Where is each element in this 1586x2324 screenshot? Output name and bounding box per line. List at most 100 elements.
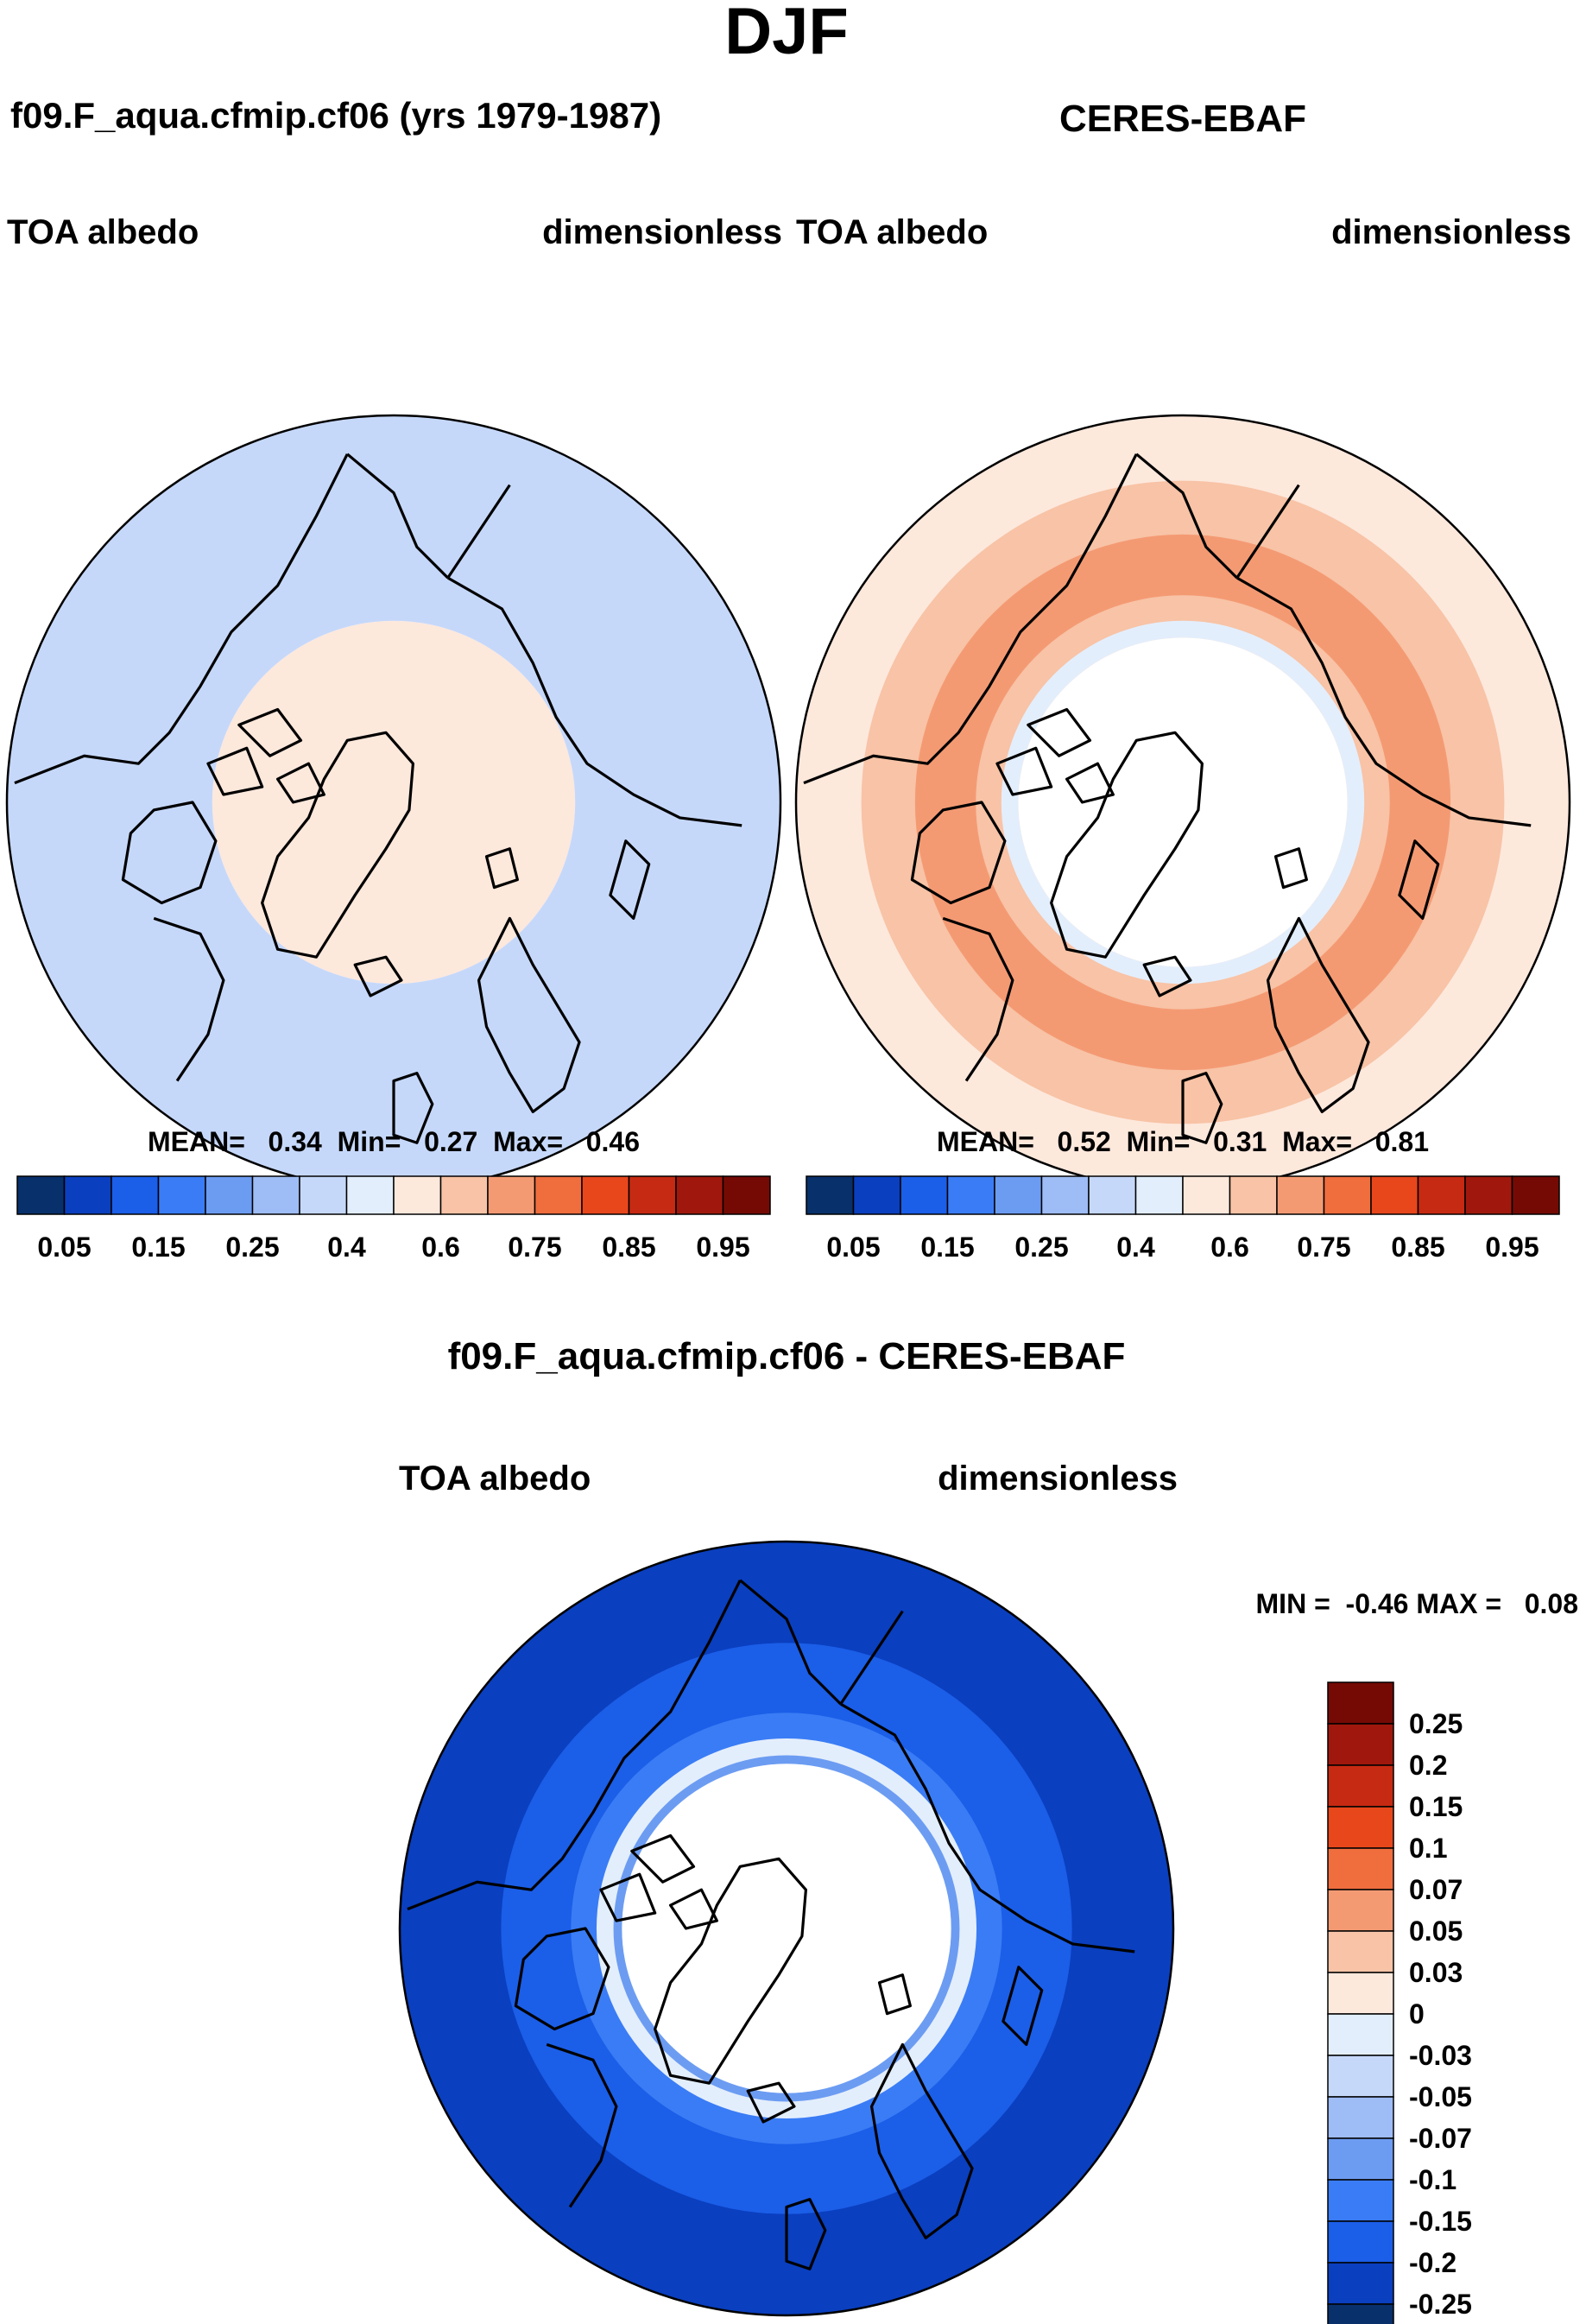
panel-obs: CERES-EBAF TOA albedo dimensionless MEAN… (794, 98, 1571, 1263)
coastline (1027, 707, 1092, 757)
colorbar-swatch (1276, 1175, 1325, 1215)
colorbar-tick-label: 0.95 (1485, 1232, 1539, 1263)
coastline (206, 746, 264, 796)
coastline (275, 762, 325, 804)
colorbar-swatch (1327, 1847, 1394, 1890)
coastline (1398, 839, 1440, 921)
coastline (484, 847, 519, 890)
map-field (796, 415, 1570, 1189)
colorbar-tick-label: 0.75 (508, 1232, 561, 1263)
panel-model-stats: MEAN= 0.34 Min= 0.27 Max= 0.46 (148, 1126, 640, 1157)
colorbar-swatch (1327, 1681, 1394, 1725)
panel-model-title: f09.F_aqua.cfmip.cf06 (yrs 1979-1987) (10, 95, 661, 136)
colorbar-swatch (1182, 1175, 1231, 1215)
colorbar-swatch (1370, 1175, 1419, 1215)
colorbar-swatch (1323, 1175, 1372, 1215)
colorbar-swatch (1327, 1806, 1394, 1849)
colorbar-swatch (1134, 1175, 1184, 1215)
coastlines (803, 453, 1532, 1144)
colorbar-tick-label: 0.25 (225, 1232, 279, 1263)
colorbar-swatch (534, 1175, 583, 1215)
colorbar-swatch (1327, 2220, 1394, 2264)
coastline (1266, 916, 1370, 1114)
colorbar-swatch (1327, 1764, 1394, 1808)
panel-obs-title: CERES-EBAF (1059, 98, 1306, 140)
coastline (153, 916, 225, 1082)
colorbar-swatch (157, 1175, 206, 1215)
colorbar-swatch (1327, 1889, 1394, 1932)
colorbar-swatch (722, 1175, 771, 1215)
map-field (7, 415, 780, 1189)
colorbar-tick-label: 0.05 (826, 1232, 880, 1263)
panel-model-left-label: TOA albedo (7, 213, 199, 251)
coastline (1142, 955, 1192, 997)
coastline (392, 1071, 434, 1144)
colorbar-tick-label: 0.1 (1409, 1833, 1447, 1864)
colorbar-tick-label: 0.03 (1409, 1957, 1463, 1988)
coastline (995, 746, 1053, 796)
coastline (1235, 484, 1300, 579)
panel-diff-left-label: TOA albedo (399, 1460, 591, 1498)
panel-diff-title: f09.F_aqua.cfmip.cf06 - CERES-EBAF (448, 1335, 1126, 1377)
coastline (839, 1610, 904, 1706)
colorbar-tick-label: 0.75 (1297, 1232, 1350, 1263)
panel-diff-map (398, 1540, 1175, 2317)
colorbar-swatch (1327, 1972, 1394, 2015)
colorbar-tick-label: 0 (1409, 1998, 1425, 2030)
season-title: DJF (724, 0, 849, 68)
colorbar-swatch (1327, 1723, 1394, 1766)
colorbar-tick-label: 0.85 (602, 1232, 655, 1263)
colorbar-tick-label: 0.15 (1409, 1791, 1463, 1822)
colorbar-tick-label: -0.25 (1409, 2289, 1472, 2320)
colorbar-swatch (439, 1175, 489, 1215)
colorbar-swatch (1327, 2055, 1394, 2098)
colorbar-swatch (1327, 2262, 1394, 2305)
colorbar-tick-label: 0.05 (37, 1232, 91, 1263)
colorbar-tick-label: 0.4 (327, 1232, 366, 1263)
coastline (353, 955, 403, 997)
colorbar-swatch (393, 1175, 442, 1215)
panel-obs-left-label: TOA albedo (796, 213, 988, 251)
colorbar-swatch (852, 1175, 901, 1215)
coastline (1135, 453, 1238, 579)
coastline (668, 1888, 718, 1930)
colorbar-swatch (1327, 2137, 1394, 2181)
colorbar-tick-label: -0.15 (1409, 2206, 1472, 2237)
colorbar-tick-label: -0.05 (1409, 2081, 1472, 2112)
colorbar-swatch (628, 1175, 677, 1215)
coastline (1050, 731, 1204, 959)
coastline (739, 1579, 842, 1706)
coastline (609, 839, 651, 921)
coastline (746, 2081, 796, 2124)
colorbar-swatch (1088, 1175, 1137, 1215)
panel-diff-right-label: dimensionless (938, 1460, 1178, 1498)
panel-diff-stats: MIN = -0.46 MAX = 0.08 (1256, 1588, 1578, 1619)
colorbar-swatch (487, 1175, 536, 1215)
colorbar-tick-label: 0.05 (1409, 1916, 1463, 1947)
field-pole-cap (622, 1764, 951, 2093)
coastline (654, 1857, 808, 2085)
coastline (237, 707, 303, 757)
coastline (839, 1702, 1135, 1954)
coastline (514, 1927, 610, 2031)
panel-obs-right-label: dimensionless (1331, 213, 1571, 251)
coastline (446, 484, 511, 579)
coastline (877, 1973, 912, 2016)
coastline (1002, 1966, 1044, 2047)
colorbar-tick-label: -0.1 (1409, 2164, 1456, 2195)
panel-diff-colorbar: 0.25 0.2 0.15 0.1 0.07 0.05 0.03 0 -0.03 -0.05 -0.… (1327, 1681, 1472, 2324)
colorbar-swatch (1417, 1175, 1466, 1215)
coastline (477, 916, 581, 1114)
panel-model: f09.F_aqua.cfmip.cf06 (yrs 1979-1987) TO… (5, 95, 782, 1263)
coastline (546, 2042, 618, 2208)
coastline (630, 1833, 696, 1884)
colorbar-swatch (251, 1175, 300, 1215)
colorbar-tick-label: 0.6 (1210, 1232, 1248, 1263)
colorbar-swatch (1327, 2013, 1394, 2056)
coastline (346, 453, 449, 579)
field-pole-cap (212, 620, 576, 985)
colorbar-swatch (1040, 1175, 1090, 1215)
panel-model-colorbar: 0.05 0.15 0.25 0.4 0.6 0.75 0.85 0.95 (16, 1175, 771, 1263)
colorbar-tick-label: -0.2 (1409, 2247, 1456, 2278)
